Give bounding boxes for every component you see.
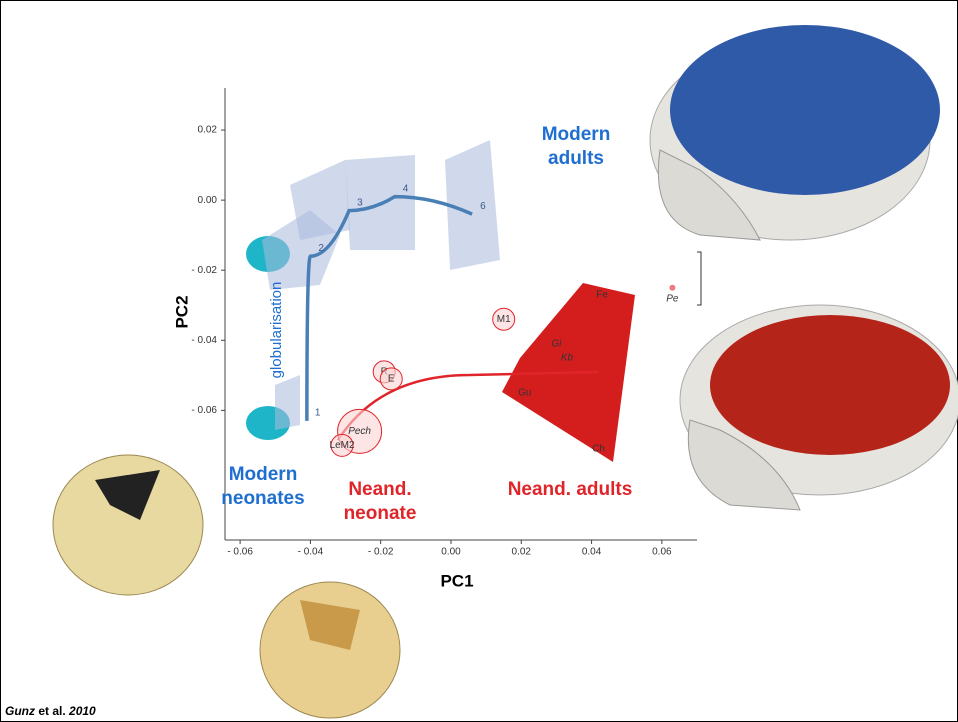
specimen-label: Kb — [561, 352, 574, 363]
x-tick-label: - 0.02 — [368, 547, 394, 558]
y-tick-label: - 0.04 — [191, 335, 217, 346]
citation-author: Gunz — [5, 704, 35, 718]
annotation: Modern — [229, 464, 298, 485]
specimen-label: Fe — [596, 289, 608, 300]
point-label: 4 — [403, 183, 409, 194]
y-tick-label: 0.02 — [198, 125, 218, 136]
y-axis-label: PC2 — [172, 295, 191, 328]
specimen-label: Ch — [592, 444, 605, 455]
annotation: adults — [548, 148, 604, 169]
citation-middle: et al. — [35, 704, 69, 718]
specimen-label: E — [388, 373, 395, 384]
y-tick-label: - 0.02 — [191, 265, 217, 276]
specimen-label: M1 — [497, 314, 511, 325]
specimen — [669, 284, 676, 291]
specimen — [492, 307, 516, 331]
annotation: neonates — [221, 488, 304, 509]
neonate-skull — [52, 454, 204, 596]
citation: Gunz et al. 2010 — [5, 704, 96, 718]
x-axis-label: PC1 — [440, 571, 473, 590]
x-tick-label: 0.02 — [512, 547, 532, 558]
x-tick-label: - 0.06 — [227, 547, 253, 558]
x-tick-label: 0.00 — [441, 547, 461, 558]
annotation: Neand. — [348, 479, 411, 500]
neand-adult-skull — [679, 304, 958, 511]
modern-adult-skull — [649, 25, 940, 241]
point-label: 3 — [357, 197, 363, 208]
point-label: 6 — [480, 201, 486, 212]
specimen-label: Gu — [518, 387, 531, 398]
annotation: globularisation — [268, 282, 285, 379]
citation-year: 2010 — [68, 704, 96, 718]
specimen-label: Pe — [666, 293, 679, 304]
x-tick-label: 0.04 — [582, 547, 602, 558]
annotation: Neand. adults — [508, 479, 633, 500]
specimen-label: Gi — [551, 338, 562, 349]
trajectory — [305, 194, 473, 421]
neand-neonate-skull — [259, 581, 401, 719]
modern-range — [262, 140, 500, 430]
annotation: neonate — [344, 503, 417, 524]
specimen — [330, 433, 354, 457]
bracket — [697, 251, 702, 306]
annotation: Modern — [542, 124, 611, 145]
specimen-label: LeM2 — [330, 440, 355, 451]
point-label: 2 — [318, 243, 324, 254]
x-tick-label: 0.06 — [652, 547, 672, 558]
specimen-label: Pech — [348, 426, 371, 437]
y-tick-label: - 0.06 — [191, 405, 217, 416]
y-tick-label: 0.00 — [198, 195, 218, 206]
point-label: 1 — [315, 408, 321, 419]
x-tick-label: - 0.04 — [298, 547, 324, 558]
specimen — [379, 367, 403, 391]
